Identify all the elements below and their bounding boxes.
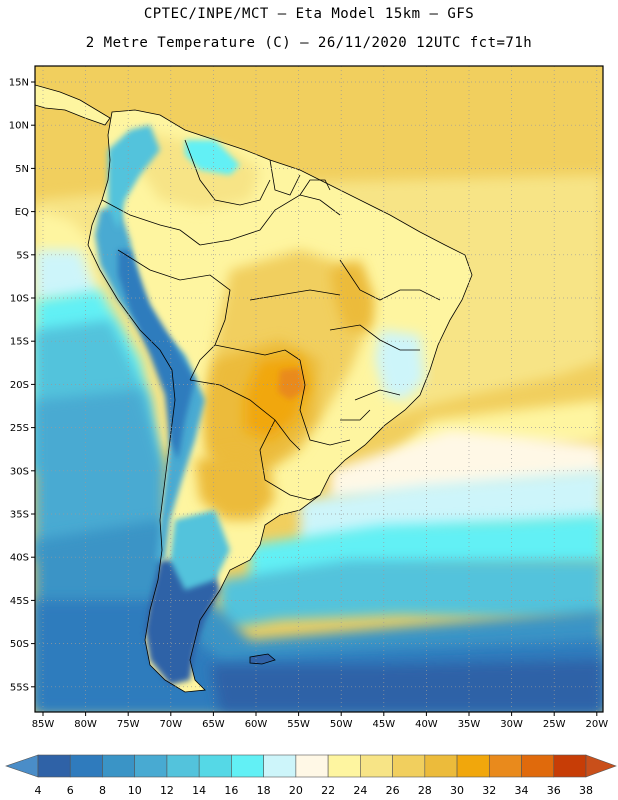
lon-label: 30W bbox=[500, 719, 523, 730]
latitude-labels: 15N 10N 5N EQ 5S 10S 15S 20S 25S 30S 35S 40S 45S 50S 5… bbox=[9, 78, 29, 694]
lon-label: 20W bbox=[585, 719, 608, 730]
colorbar-tick-label: 34 bbox=[515, 784, 529, 797]
colorbar-tick-label: 20 bbox=[289, 784, 303, 797]
colorbar-swatch bbox=[521, 754, 555, 778]
colorbar-tick-label: 8 bbox=[99, 784, 106, 797]
lat-label: 10S bbox=[10, 294, 29, 305]
colorbar-swatch bbox=[263, 754, 297, 778]
colorbar-tick-label: 14 bbox=[192, 784, 206, 797]
lat-label: 45S bbox=[10, 596, 29, 607]
chart-title-line2: 2 Metre Temperature (C) – 26/11/2020 12U… bbox=[85, 35, 533, 51]
colorbar-swatch bbox=[231, 754, 264, 778]
lon-label: 50W bbox=[330, 719, 353, 730]
colorbar-tick-label: 32 bbox=[482, 784, 496, 797]
colorbar-labels: 4 6 8 10 12 14 16 18 20 22 24 26 28 30 32 34 36 38 bbox=[35, 784, 594, 797]
colorbar-swatch bbox=[166, 754, 200, 778]
colorbar-tick-label: 12 bbox=[160, 784, 174, 797]
lon-label: 25W bbox=[543, 719, 566, 730]
chart-title-line1: CPTEC/INPE/MCT – Eta Model 15km – GFS bbox=[143, 6, 475, 22]
colorbar-swatch bbox=[392, 754, 426, 778]
colorbar-swatch bbox=[134, 754, 168, 778]
lat-label: 50S bbox=[10, 639, 29, 650]
colorbar-arrow-low bbox=[5, 754, 39, 778]
colorbar-tick-label: 26 bbox=[386, 784, 400, 797]
lon-label: 60W bbox=[245, 719, 268, 730]
lat-label: 55S bbox=[10, 682, 29, 693]
central-america-landmass bbox=[35, 85, 110, 125]
colorbar-swatch bbox=[102, 754, 136, 778]
lon-label: 45W bbox=[372, 719, 395, 730]
colorbar bbox=[5, 754, 617, 778]
lat-label: 15N bbox=[9, 78, 29, 89]
colorbar-tick-label: 18 bbox=[257, 784, 271, 797]
colorbar-swatch bbox=[553, 754, 587, 778]
colorbar-swatch bbox=[424, 754, 458, 778]
lat-label: 40S bbox=[10, 553, 29, 564]
lon-label: 55W bbox=[287, 719, 310, 730]
colorbar-tick-label: 22 bbox=[321, 784, 335, 797]
colorbar-swatch bbox=[360, 754, 393, 778]
lat-label: 5N bbox=[15, 164, 29, 175]
lon-label: 85W bbox=[32, 719, 55, 730]
lat-label: 30S bbox=[10, 466, 29, 477]
lat-label: 20S bbox=[10, 380, 29, 391]
colorbar-tick-label: 16 bbox=[224, 784, 238, 797]
colorbar-arrow-high bbox=[585, 754, 617, 778]
colorbar-swatch bbox=[37, 754, 71, 778]
colorbar-tick-label: 6 bbox=[67, 784, 74, 797]
colorbar-swatch bbox=[295, 754, 329, 778]
lat-label: EQ bbox=[15, 207, 29, 218]
lon-label: 80W bbox=[74, 719, 97, 730]
lat-lon-grid bbox=[31, 66, 603, 716]
map-field bbox=[35, 66, 603, 712]
colorbar-swatch bbox=[456, 754, 490, 778]
colorbar-tick-label: 4 bbox=[35, 784, 42, 797]
lat-label: 35S bbox=[10, 510, 29, 521]
lat-label: 25S bbox=[10, 423, 29, 434]
lon-label: 65W bbox=[202, 719, 225, 730]
map-frame bbox=[34, 65, 604, 713]
lon-label: 40W bbox=[415, 719, 438, 730]
lon-label: 35W bbox=[458, 719, 481, 730]
lon-label: 70W bbox=[159, 719, 182, 730]
lon-label: 75W bbox=[117, 719, 140, 730]
longitude-labels: 85W 80W 75W 70W 65W 60W 55W 50W 45W 40W 35W 30W 25W 2… bbox=[32, 719, 609, 730]
lat-label: 10N bbox=[9, 121, 29, 132]
lat-label: 5S bbox=[16, 250, 29, 261]
colorbar-swatch bbox=[69, 754, 103, 778]
colorbar-swatch bbox=[488, 754, 522, 778]
colorbar-tick-label: 36 bbox=[547, 784, 561, 797]
colorbar-tick-label: 10 bbox=[128, 784, 142, 797]
colorbar-swatch bbox=[198, 754, 232, 778]
colorbar-tick-label: 24 bbox=[353, 784, 367, 797]
colorbar-tick-label: 28 bbox=[418, 784, 432, 797]
colorbar-tick-label: 38 bbox=[579, 784, 593, 797]
colorbar-swatch bbox=[327, 754, 361, 778]
colorbar-tick-label: 30 bbox=[450, 784, 464, 797]
lat-label: 15S bbox=[10, 337, 29, 348]
